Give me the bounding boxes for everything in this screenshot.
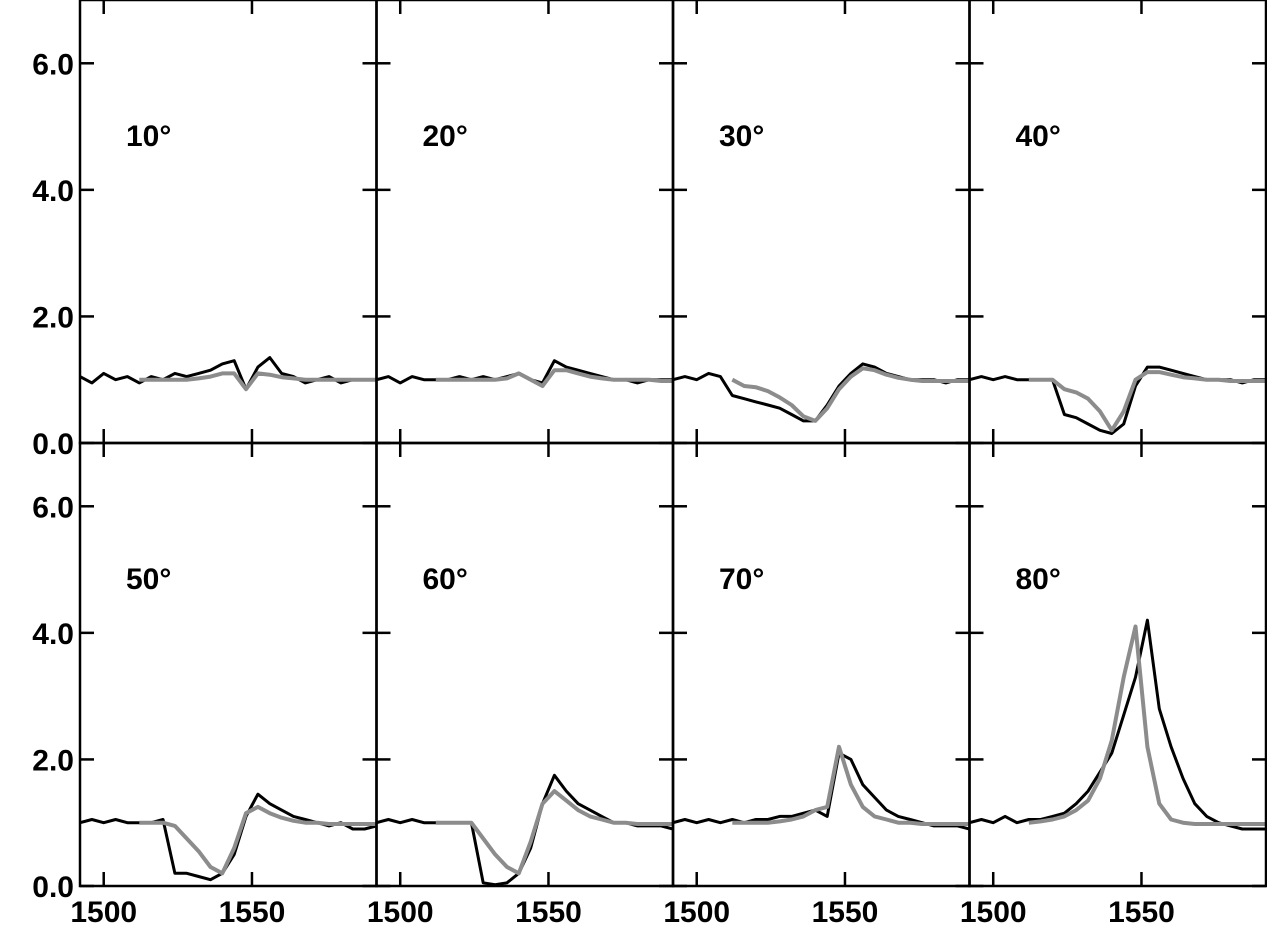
panel-label: 80°: [1016, 563, 1061, 596]
x-tick-label: 1550: [219, 896, 286, 929]
panel: 1500 1550 80°: [960, 441, 1267, 929]
plot-area: [376, 773, 673, 886]
panel-label: 40°: [1016, 120, 1061, 153]
panel: 20°: [375, 0, 675, 445]
x-tick-label: 1500: [367, 896, 434, 929]
data-line: [376, 773, 673, 886]
panel-frame: [671, 441, 971, 888]
data-line: [435, 789, 673, 876]
panel-label: 20°: [423, 120, 468, 153]
data-line: [139, 371, 377, 392]
panel-label: 30°: [719, 120, 764, 153]
data-line: [1028, 370, 1266, 433]
y-tick-label: 6.0: [32, 491, 74, 524]
y-tick-label: 2.0: [32, 744, 74, 777]
panel-label: 10°: [126, 120, 171, 153]
panel: 1500 1550 60°: [367, 441, 675, 929]
x-tick-label: 1500: [663, 896, 730, 929]
x-tick-label: 1500: [70, 896, 137, 929]
plot-area: [376, 359, 673, 388]
plot-area: [80, 356, 377, 392]
panel-label: 70°: [719, 563, 764, 596]
plot-area: [969, 618, 1266, 831]
data-line: [80, 356, 377, 391]
y-tick-label: 4.0: [32, 618, 74, 651]
x-tick-label: 1500: [960, 896, 1027, 929]
panel-frame: [968, 0, 1267, 445]
x-tick-label: 1550: [515, 896, 582, 929]
y-tick-label: 0.0: [32, 428, 74, 461]
panel: 0.0 2.0 4.0 6.0 10°: [32, 0, 378, 461]
panel-label: 60°: [423, 563, 468, 596]
panel: 1500 1550 70°: [663, 441, 971, 929]
y-tick-label: 0.0: [32, 871, 74, 904]
panel-label: 50°: [126, 563, 171, 596]
plot-area: [80, 792, 377, 882]
y-tick-label: 2.0: [32, 301, 74, 334]
data-line: [80, 792, 377, 882]
panel: 30°: [671, 0, 971, 445]
panel-frame: [375, 441, 675, 888]
data-line: [435, 368, 673, 388]
panel: 0.0 2.0 4.0 6.0 1500 1550 50°: [32, 441, 378, 929]
data-line: [731, 366, 970, 423]
panel: 40°: [968, 0, 1267, 445]
plot-area: [673, 744, 970, 831]
panel-frame: [78, 441, 378, 888]
data-line: [1028, 624, 1266, 826]
data-line: [969, 618, 1266, 831]
data-line: [732, 744, 970, 826]
plot-area: [673, 362, 970, 423]
y-tick-label: 4.0: [32, 175, 74, 208]
x-tick-label: 1550: [1108, 896, 1175, 929]
plot-area: [969, 365, 1266, 435]
panel-frame: [968, 441, 1267, 888]
x-tick-label: 1550: [812, 896, 879, 929]
data-line: [139, 804, 377, 876]
y-tick-label: 6.0: [32, 48, 74, 81]
data-line: [673, 751, 970, 831]
